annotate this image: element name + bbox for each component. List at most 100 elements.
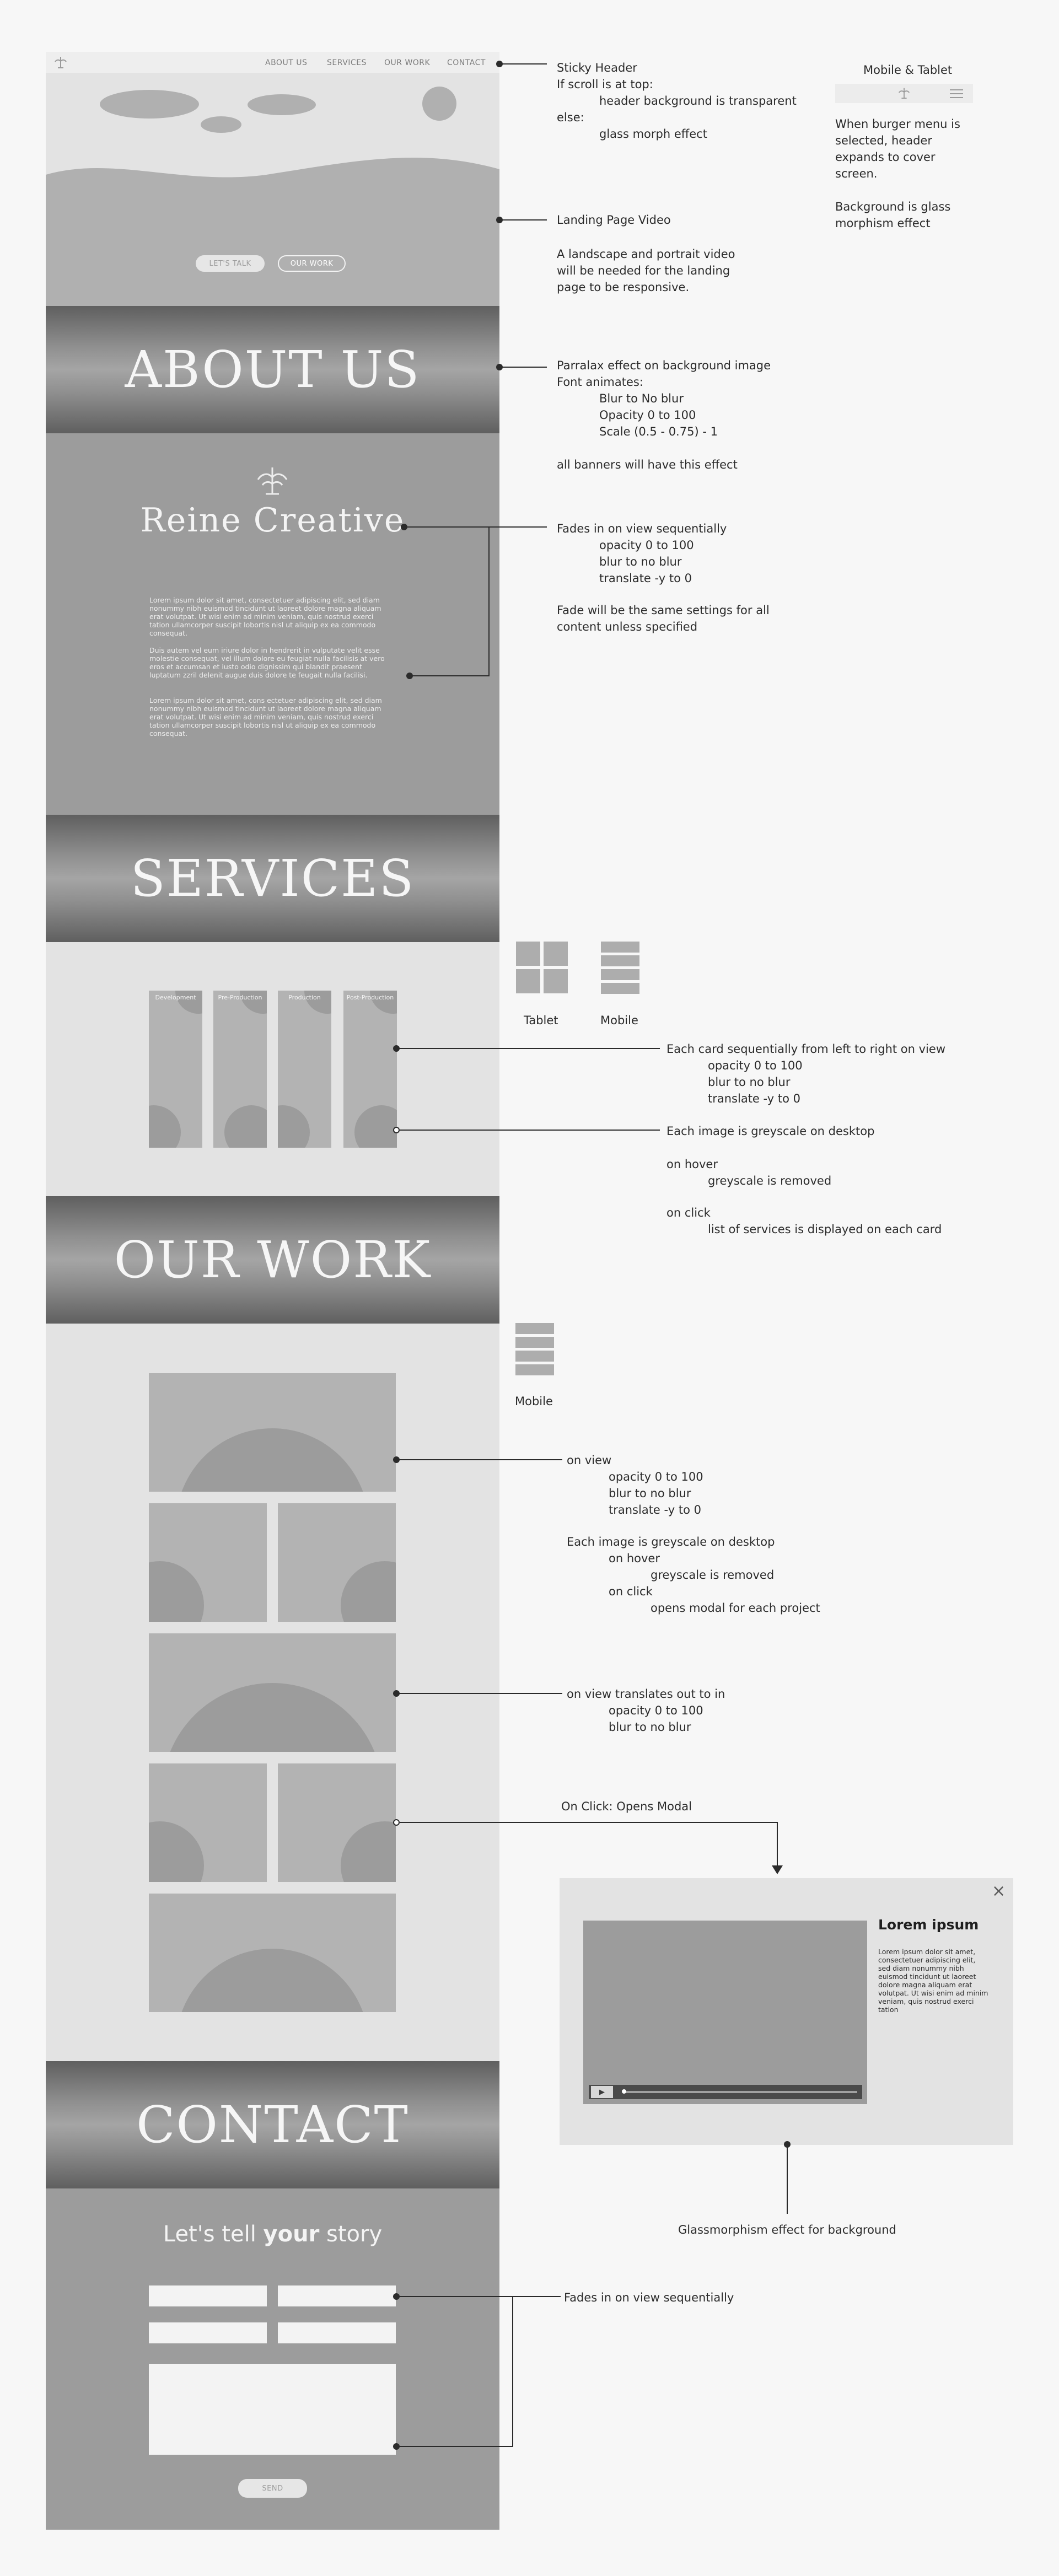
- connector-line: [512, 2296, 513, 2447]
- project-image[interactable]: [278, 1763, 396, 1882]
- note-grey-1: Each image is greyscale on desktop: [666, 1125, 875, 1138]
- label-mobile: Mobile: [600, 1014, 638, 1027]
- service-card[interactable]: Post-Production: [343, 991, 397, 1148]
- service-card[interactable]: Production: [278, 991, 331, 1148]
- project-image[interactable]: [149, 1763, 267, 1882]
- note-grey-2: on hover: [666, 1158, 718, 1171]
- note-work-8: on click: [609, 1585, 653, 1598]
- note-mobile-2: When burger menu is: [835, 117, 960, 131]
- note-glass: Glassmorphism effect for background: [678, 2223, 896, 2236]
- note-cards-2: opacity 0 to 100: [708, 1059, 803, 1072]
- note-video-2: A landscape and portrait video: [557, 248, 735, 261]
- connector-line: [400, 1130, 660, 1131]
- note-header-2: If scroll is at top:: [557, 78, 653, 91]
- note-work-3: blur to no blur: [609, 1487, 691, 1500]
- note-mobile-7: morphism effect: [835, 217, 931, 230]
- project-modal: × ▶ Lorem ipsum Lorem ipsum dolor sit am…: [560, 1878, 1013, 2145]
- nav-contact[interactable]: CONTACT: [447, 58, 486, 67]
- nav-work[interactable]: OUR WORK: [384, 58, 431, 67]
- note-grey-3: greyscale is removed: [708, 1174, 832, 1187]
- note-parallax-6: all banners will have this effect: [557, 458, 738, 471]
- note-mobile-5: screen.: [835, 167, 878, 180]
- note-fades-2: opacity 0 to 100: [599, 539, 694, 552]
- message-field[interactable]: [149, 2364, 396, 2455]
- nav-about[interactable]: ABOUT US: [265, 58, 308, 67]
- our-work-button[interactable]: OUR WORK: [278, 255, 346, 272]
- arrow-down-icon: [772, 1865, 783, 1874]
- contact-section: Let's tell your story SEND: [46, 2188, 499, 2530]
- label-tablet: Tablet: [524, 1014, 558, 1027]
- note-work-6: on hover: [609, 1552, 660, 1565]
- note-work-4: translate -y to 0: [609, 1503, 701, 1516]
- note-fades-6: content unless specified: [557, 620, 698, 633]
- note-mobile-3: selected, header: [835, 134, 932, 147]
- service-card-label: Development: [155, 994, 196, 1001]
- service-card-label: Production: [288, 994, 321, 1001]
- note-header-1: Sticky Header: [557, 61, 637, 74]
- burger-menu-icon[interactable]: [949, 89, 964, 99]
- label-work-mobile: Mobile: [515, 1395, 553, 1408]
- logo-icon: [899, 88, 910, 99]
- note-translate-3: blur to no blur: [609, 1720, 691, 1734]
- note-fades-3: blur to no blur: [599, 555, 682, 568]
- note-work-9: opens modal for each project: [651, 1601, 820, 1615]
- video-progress-handle[interactable]: [622, 2089, 626, 2094]
- about-banner: ABOUT US: [46, 306, 499, 433]
- nav-services[interactable]: SERVICES: [327, 58, 367, 67]
- service-card[interactable]: Development: [149, 991, 202, 1148]
- note-parallax-1: Parralax effect on background image: [557, 359, 771, 372]
- modal-title: Lorem ipsum: [878, 1917, 979, 1933]
- play-icon[interactable]: ▶: [591, 2086, 613, 2098]
- email-field[interactable]: [149, 2322, 267, 2343]
- project-image[interactable]: [149, 1894, 396, 2012]
- mobile-header-preview: [835, 84, 973, 103]
- logo-icon[interactable]: [53, 56, 68, 69]
- services-banner: SERVICES: [46, 815, 499, 942]
- service-card[interactable]: Pre-Production: [213, 991, 267, 1148]
- send-button[interactable]: SEND: [238, 2479, 307, 2498]
- connector-line: [396, 2296, 561, 2297]
- first-name-field[interactable]: [149, 2285, 267, 2306]
- video-progress-bar[interactable]: [623, 2091, 857, 2093]
- note-video-1: Landing Page Video: [557, 213, 671, 227]
- note-translate-2: opacity 0 to 100: [609, 1704, 703, 1717]
- note-cards-3: blur to no blur: [708, 1075, 791, 1089]
- wireframe-page: ABOUT US SERVICES OUR WORK CONTACT LET'S…: [46, 52, 499, 2530]
- connector-line: [396, 1048, 660, 1049]
- connector-line: [400, 1822, 778, 1823]
- last-name-field[interactable]: [278, 2285, 396, 2306]
- service-card-label: Pre-Production: [218, 994, 262, 1001]
- connector-dot: [393, 1127, 400, 1133]
- note-video-4: page to be responsive.: [557, 281, 690, 294]
- project-image[interactable]: [149, 1373, 396, 1492]
- work-section: [46, 1324, 499, 2061]
- note-fades-1: Fades in on view sequentially: [557, 522, 727, 535]
- note-mobile-1: Mobile & Tablet: [863, 63, 953, 77]
- connector-line: [396, 2446, 513, 2447]
- contact-heading-bold: your: [263, 2222, 320, 2247]
- note-cards-4: translate -y to 0: [708, 1092, 800, 1105]
- project-image[interactable]: [149, 1503, 267, 1622]
- connector-line: [396, 1693, 562, 1694]
- modal-video: ▶: [583, 1921, 867, 2104]
- note-video-3: will be needed for the landing: [557, 264, 730, 277]
- phone-field[interactable]: [278, 2322, 396, 2343]
- note-header-4: else:: [557, 111, 584, 124]
- lets-talk-button[interactable]: LET'S TALK: [196, 255, 265, 272]
- note-parallax-4: Opacity 0 to 100: [599, 408, 696, 422]
- landing-video-placeholder: [46, 87, 499, 306]
- close-icon[interactable]: ×: [992, 1881, 1006, 1901]
- note-fades-4: translate -y to 0: [599, 572, 692, 585]
- hero-section: ABOUT US SERVICES OUR WORK CONTACT LET'S…: [46, 52, 499, 306]
- project-image[interactable]: [278, 1503, 396, 1622]
- note-parallax-5: Scale (0.5 - 0.75) - 1: [599, 425, 718, 438]
- connector-line: [777, 1822, 778, 1869]
- project-image[interactable]: [149, 1633, 396, 1752]
- services-section: Development Pre-Production Production Po…: [46, 942, 499, 1196]
- note-grey-5: list of services is displayed on each ca…: [708, 1223, 942, 1236]
- connector-line: [499, 367, 547, 368]
- note-header-5: glass morph effect: [599, 127, 707, 141]
- contact-heading-post: story: [319, 2222, 383, 2247]
- connector-line: [488, 526, 490, 676]
- note-contact-fade: Fades in on view sequentially: [564, 2291, 734, 2304]
